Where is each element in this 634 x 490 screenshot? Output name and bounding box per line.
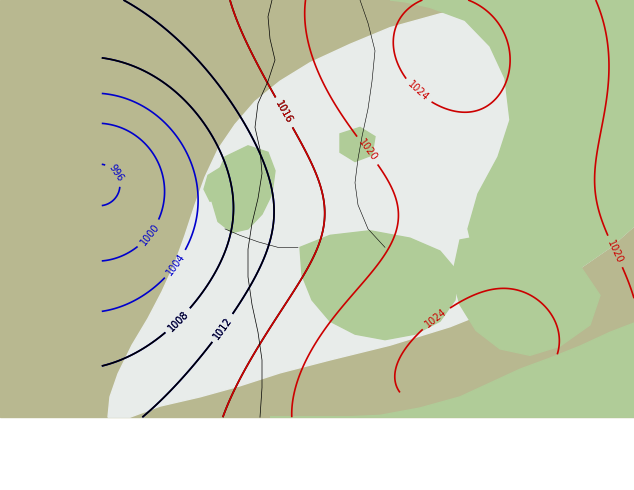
Polygon shape (204, 168, 228, 201)
Text: 1020: 1020 (605, 238, 624, 265)
Text: 996: 996 (107, 163, 126, 184)
Polygon shape (390, 0, 634, 294)
Polygon shape (270, 323, 634, 417)
Text: 1012: 1012 (211, 315, 234, 341)
Polygon shape (212, 146, 275, 233)
Polygon shape (452, 231, 600, 355)
Text: 1012: 1012 (211, 315, 234, 341)
Text: 1004: 1004 (165, 252, 187, 277)
Text: 1000: 1000 (138, 221, 161, 247)
Text: 1008: 1008 (166, 309, 190, 333)
Text: Surface pressure [hPa] UK-Global: Surface pressure [hPa] UK-Global (6, 464, 286, 479)
Polygon shape (340, 127, 375, 162)
Text: Fr 03-05-2024 09:00 UTC (00+57): Fr 03-05-2024 09:00 UTC (00+57) (357, 464, 628, 479)
Text: 1016: 1016 (274, 99, 294, 125)
Text: 1008: 1008 (166, 309, 190, 333)
Text: 1024: 1024 (423, 307, 449, 330)
Polygon shape (108, 0, 634, 417)
Polygon shape (300, 231, 458, 340)
Text: 1024: 1024 (405, 79, 430, 103)
Text: 1016: 1016 (274, 99, 294, 125)
Text: 1020: 1020 (356, 138, 378, 163)
